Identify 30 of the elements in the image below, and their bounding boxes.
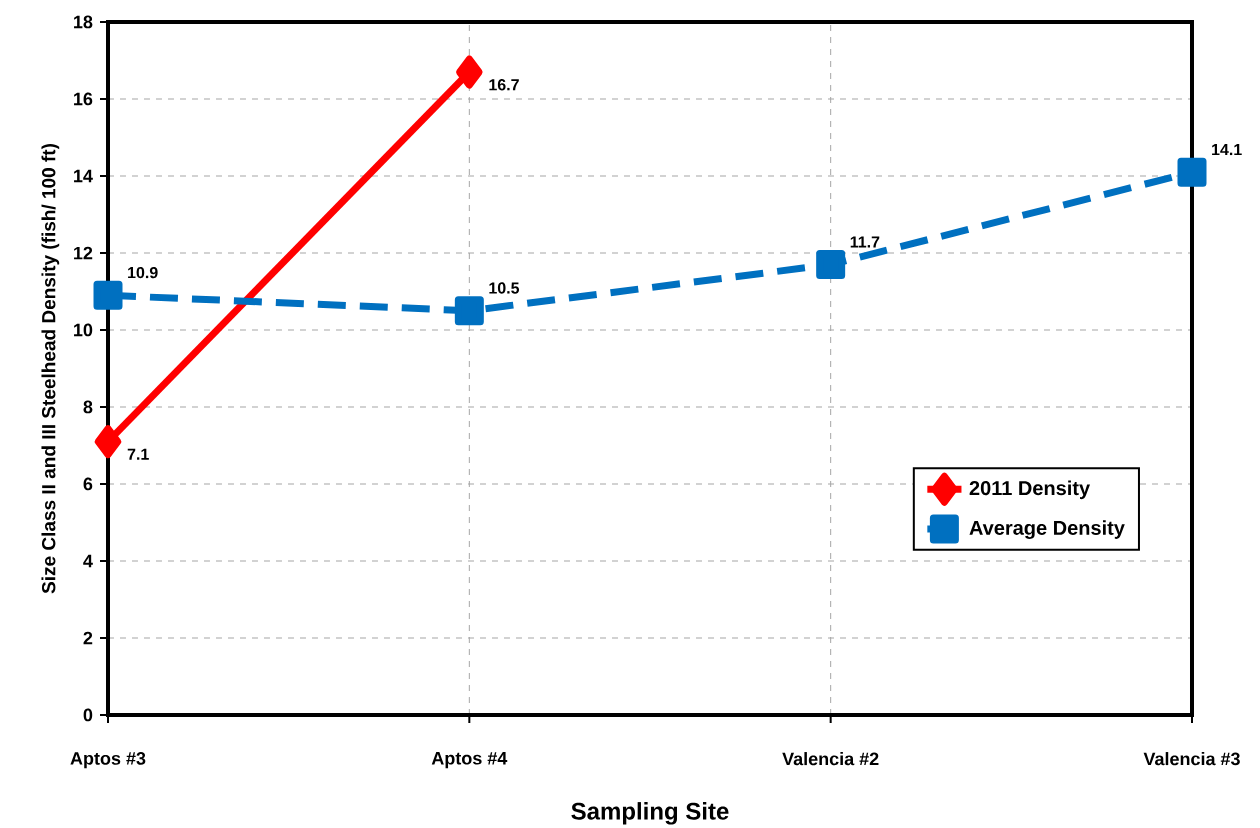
x-tick-label: Aptos #3 [70,752,146,769]
x-tick-label: Aptos #4 [431,752,508,769]
point [454,296,484,326]
x-axis-title: Sampling Site [571,802,729,825]
y-tick-label: 16 [74,92,93,106]
y-tick-label: 12 [74,246,93,260]
x-tick-label: Valencia #3 [1143,752,1240,766]
point [456,55,483,89]
data-label: 11.7 [850,236,880,248]
y-tick-label: 0 [83,708,93,722]
point [94,425,122,459]
data-label: 10.9 [128,266,158,279]
point [816,250,846,280]
data-label: 16.7 [489,79,519,91]
data-label: 7.1 [127,448,149,460]
y-tick-label: 14 [74,169,93,183]
data-label: 10.5 [489,282,520,294]
point [93,280,123,310]
legend-label: Average Density [969,520,1125,539]
y-tick-label: 2 [83,631,93,645]
y-tick-label: 10 [74,323,93,337]
y-tick-label: 6 [83,477,93,491]
y-axis-title: Size Class II and III Steelhead Density (fish/ 100 ft) [41,144,60,594]
point [1177,157,1207,187]
x-tick-label: Valencia #2 [782,752,879,766]
legend-label: 2011 Density [969,480,1091,500]
y-tick-label: 18 [74,15,93,29]
data-label: 14.1 [1212,144,1242,156]
y-tick-label: 8 [83,400,93,414]
y-tick-label: 4 [83,554,93,568]
